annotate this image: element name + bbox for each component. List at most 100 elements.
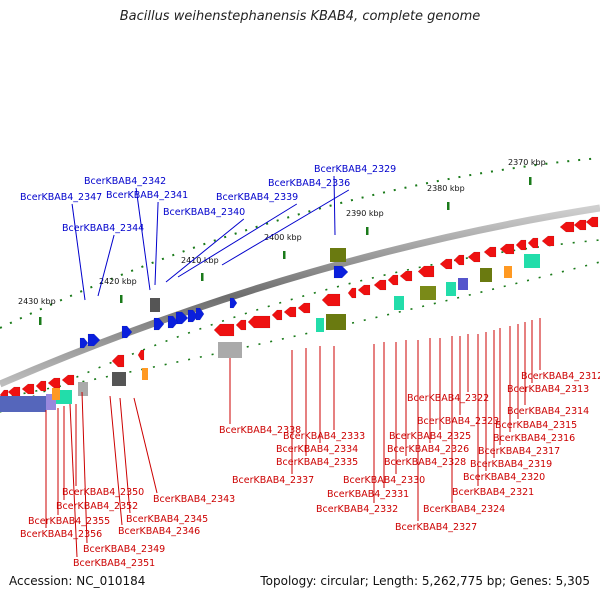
kbp-tick	[283, 251, 286, 259]
forward-gene-label: BcerKBAB4_2347	[20, 192, 102, 203]
feature-block	[46, 394, 56, 410]
accession-label: Accession: NC_010184	[9, 574, 146, 588]
forward-gene-label: BcerKBAB4_2336	[268, 178, 350, 189]
reverse-gene-arrow	[321, 293, 341, 307]
feature-block	[330, 248, 346, 262]
forward-gene-label: BcerKBAB4_2344	[62, 223, 144, 234]
feature-block	[52, 388, 60, 400]
forward-gene-arrow	[153, 317, 165, 331]
reverse-gene-label: BcerKBAB4_2328	[384, 457, 466, 468]
feature-block	[112, 372, 126, 386]
feature-block	[458, 278, 468, 290]
forward-gene-arrow	[87, 333, 101, 347]
gene-features	[0, 216, 599, 412]
reverse-gene-arrow	[559, 221, 575, 233]
reverse-gene-label: BcerKBAB4_2351	[73, 558, 155, 569]
reverse-gene-arrow	[527, 237, 539, 249]
reverse-gene-label: BcerKBAB4_2325	[389, 431, 471, 442]
reverse-gene-label: BcerKBAB4_2356	[20, 529, 102, 540]
callout-line	[119, 397, 131, 514]
callout-line	[71, 203, 86, 301]
reverse-gene-arrow	[387, 274, 399, 286]
callout-line	[333, 175, 336, 236]
feature-block	[504, 266, 512, 278]
reverse-gene-label: BcerKBAB4_2332	[316, 504, 398, 515]
reverse-gene-label: BcerKBAB4_2355	[28, 516, 110, 527]
kbp-label: 2380 kbp	[427, 184, 465, 193]
reverse-gene-arrow	[483, 246, 497, 258]
reverse-gene-arrow	[111, 354, 125, 368]
reverse-gene-arrow	[585, 216, 599, 228]
reverse-gene-label: BcerKBAB4_2314	[507, 406, 589, 417]
reverse-gene-label: BcerKBAB4_2317	[478, 446, 560, 457]
reverse-gene-arrow	[235, 319, 247, 331]
kbp-label: 2410 kbp	[181, 256, 219, 265]
kbp-label: 2400 kbp	[264, 233, 302, 242]
feature-block	[0, 396, 46, 412]
callout-line	[154, 201, 159, 286]
reverse-gene-label: BcerKBAB4_2335	[276, 457, 358, 468]
kbp-tick-marks	[39, 177, 532, 325]
reverse-gene-arrow	[283, 306, 297, 318]
reverse-gene-arrow	[47, 377, 61, 389]
genome-summary: Topology: circular; Length: 5,262,775 bp…	[260, 574, 590, 588]
reverse-gene-arrow	[297, 302, 311, 314]
reverse-gene-arrow	[573, 219, 587, 231]
reverse-gene-label: BcerKBAB4_2330	[343, 475, 425, 486]
reverse-gene-label: BcerKBAB4_2321	[452, 487, 534, 498]
forward-gene-arrow	[229, 297, 238, 309]
reverse-gene-label: BcerKBAB4_2323	[417, 416, 499, 427]
reverse-gene-arrow	[7, 386, 21, 398]
reverse-gene-arrow	[499, 243, 515, 255]
feature-block	[524, 254, 540, 268]
feature-block	[446, 282, 456, 296]
reverse-gene-arrow	[467, 251, 481, 263]
forward-gene-arrow	[167, 315, 179, 329]
reverse-gene-arrow	[61, 374, 75, 386]
callout-line	[135, 187, 151, 291]
inner-tick-ring-bottom	[0, 261, 600, 399]
kbp-tick	[447, 202, 450, 210]
reverse-gene-label: BcerKBAB4_2346	[118, 526, 200, 537]
reverse-gene-label: BcerKBAB4_2345	[126, 514, 208, 525]
gene-labels: BcerKBAB4_2329 BcerKBAB4_2336 BcerKBAB4_23…	[20, 164, 600, 569]
reverse-gene-label: BcerKBAB4_2313	[507, 384, 589, 395]
forward-gene-arrow	[333, 265, 349, 279]
feature-block	[316, 318, 324, 332]
feature-block	[218, 342, 242, 358]
feature-block	[150, 298, 160, 312]
reverse-gene-arrow	[271, 309, 283, 321]
callout-line	[97, 234, 115, 297]
forward-gene-label: BcerKBAB4_2329	[314, 164, 396, 175]
feature-block	[480, 268, 492, 282]
reverse-gene-label: BcerKBAB4_2316	[493, 433, 575, 444]
forward-gene-arrow	[187, 309, 199, 323]
reverse-gene-label: BcerKBAB4_2349	[83, 544, 165, 555]
reverse-gene-label: BcerKBAB4_2312	[521, 371, 600, 382]
reverse-gene-label: BcerKBAB4_2324	[423, 504, 505, 515]
forward-gene-label: BcerKBAB4_2342	[84, 176, 166, 187]
reverse-gene-arrow	[453, 254, 465, 266]
kbp-tick	[366, 227, 369, 235]
callout-line	[177, 203, 298, 278]
reverse-gene-label: BcerKBAB4_2331	[327, 489, 409, 500]
genome-backbone	[0, 204, 600, 388]
kbp-tick	[120, 295, 123, 303]
genome-title: Bacillus weihenstephanensis KBAB4, compl…	[119, 9, 481, 24]
reverse-gene-label: BcerKBAB4_2320	[463, 472, 545, 483]
forward-gene-arrow	[79, 337, 89, 349]
forward-gene-label: BcerKBAB4_2339	[216, 192, 298, 203]
reverse-gene-arrow	[357, 284, 371, 296]
reverse-gene-arrow	[439, 258, 453, 270]
reverse-gene-arrow	[417, 265, 435, 278]
forward-gene-arrow	[121, 325, 133, 339]
reverse-gene-arrow	[35, 380, 47, 392]
reverse-gene-arrow	[399, 270, 413, 282]
forward-gene-label: BcerKBAB4_2341	[106, 190, 188, 201]
feature-block	[394, 296, 404, 310]
reverse-gene-label: BcerKBAB4_2333	[283, 431, 365, 442]
reverse-gene-label: BcerKBAB4_2322	[407, 393, 489, 404]
reverse-gene-arrow	[137, 349, 145, 361]
reverse-gene-label: BcerKBAB4_2338	[219, 425, 301, 436]
